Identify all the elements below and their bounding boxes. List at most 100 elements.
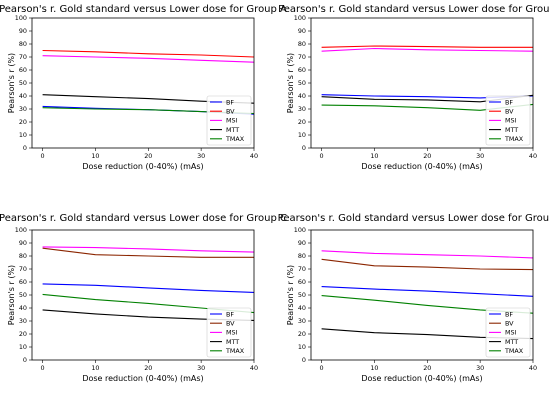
- plot-frame: [31, 17, 255, 149]
- x-tick-label: 30: [197, 364, 205, 372]
- series-line-msi: [321, 47, 534, 52]
- legend-label-bv: BV: [226, 320, 235, 328]
- x-tick-label: 20: [144, 364, 152, 372]
- legend-box: [206, 307, 252, 358]
- series-line-bv: [321, 258, 534, 271]
- chart-panel-b: Pearson's r. Gold standard versus Lower …: [278, 4, 550, 171]
- y-tick-label: 0: [302, 144, 306, 152]
- y-tick-label: 10: [298, 343, 306, 351]
- x-axis-label: Dose reduction (0-40%) (mAs): [361, 162, 482, 171]
- y-tick-label: 40: [298, 304, 306, 312]
- y-tick-label: 50: [19, 291, 27, 299]
- legend-label-tmax: TMAX: [504, 135, 524, 143]
- chart-title: Pearson's r. Gold standard versus Lower …: [0, 213, 287, 224]
- y-tick-label: 90: [19, 27, 27, 35]
- y-axis-label: Pearson's r (%): [7, 53, 16, 113]
- x-axis-label: Dose reduction (0-40%) (mAs): [82, 374, 203, 383]
- x-axis-label: Dose reduction (0-40%) (mAs): [361, 374, 482, 383]
- legend-box: [485, 307, 531, 358]
- chart-panel-c: Pearson's r. Gold standard versus Lower …: [0, 213, 287, 383]
- y-tick-label: 70: [298, 53, 306, 61]
- legend-label-tmax: TMAX: [504, 347, 524, 355]
- y-tick-label: 100: [294, 14, 306, 22]
- x-tick-label: 10: [91, 152, 99, 160]
- y-tick-label: 20: [19, 330, 27, 338]
- y-tick-label: 70: [19, 265, 27, 273]
- legend-label-tmax: TMAX: [225, 347, 245, 355]
- y-tick-label: 100: [294, 226, 306, 234]
- x-tick-label: 30: [476, 364, 484, 372]
- y-tick-label: 50: [298, 79, 306, 87]
- legend-label-tmax: TMAX: [225, 135, 245, 143]
- y-tick-label: 90: [19, 239, 27, 247]
- series-line-bv: [321, 45, 533, 48]
- chart-title: Pearson's r. Gold standard versus Lower …: [0, 4, 287, 15]
- legend-box: [206, 95, 252, 146]
- plot-frame: [310, 17, 534, 149]
- y-tick-label: 20: [19, 118, 27, 126]
- x-tick-label: 30: [197, 152, 205, 160]
- x-tick-label: 40: [250, 364, 258, 372]
- x-axis-label: Dose reduction (0-40%) (mAs): [82, 162, 203, 171]
- legend-label-bf: BF: [505, 98, 513, 106]
- y-tick-label: 10: [19, 131, 27, 139]
- legend-label-bf: BF: [226, 310, 234, 318]
- x-tick-label: 0: [41, 364, 45, 372]
- y-tick-label: 30: [298, 105, 306, 113]
- y-tick-label: 80: [19, 40, 27, 48]
- legend-label-mtt: MTT: [226, 338, 239, 346]
- series-line-bv: [42, 49, 255, 58]
- x-tick-label: 0: [41, 152, 45, 160]
- legend-box: [485, 95, 531, 146]
- x-tick-label: 40: [529, 152, 537, 160]
- y-axis-label: Pearson's r (%): [286, 265, 295, 325]
- x-tick-label: 10: [370, 364, 378, 372]
- y-tick-label: 10: [19, 343, 27, 351]
- y-tick-label: 80: [298, 252, 306, 260]
- legend-label-bf: BF: [226, 98, 234, 106]
- y-tick-label: 30: [19, 105, 27, 113]
- legend-label-bf: BF: [505, 310, 513, 318]
- y-tick-label: 60: [19, 66, 27, 74]
- legend-label-mtt: MTT: [505, 126, 518, 134]
- chart-panel-a: Pearson's r. Gold standard versus Lower …: [0, 4, 287, 171]
- y-tick-label: 0: [23, 356, 27, 364]
- y-tick-label: 30: [298, 317, 306, 325]
- legend-label-mtt: MTT: [505, 338, 518, 346]
- y-tick-label: 80: [19, 252, 27, 260]
- x-tick-label: 40: [250, 152, 258, 160]
- y-tick-label: 100: [15, 14, 27, 22]
- y-tick-label: 60: [298, 66, 306, 74]
- legend-label-msi: MSI: [226, 329, 238, 337]
- y-tick-label: 30: [19, 317, 27, 325]
- y-tick-label: 70: [298, 265, 306, 273]
- series-line-bv: [42, 247, 254, 258]
- y-tick-label: 60: [298, 278, 306, 286]
- series-line-bf: [321, 286, 534, 297]
- legend-label-mtt: MTT: [226, 126, 239, 134]
- chart-title: Pearson's r. Gold standard versus Lower …: [278, 4, 550, 15]
- legend-label-msi: MSI: [226, 117, 238, 125]
- y-tick-label: 90: [298, 27, 306, 35]
- y-tick-label: 40: [19, 92, 27, 100]
- chart-panel-d: Pearson's r. Gold standard versus Lower …: [278, 213, 550, 383]
- y-axis-label: Pearson's r (%): [286, 53, 295, 113]
- x-tick-label: 20: [423, 364, 431, 372]
- y-tick-label: 90: [298, 239, 306, 247]
- series-line-msi: [42, 55, 255, 63]
- series-line-bf: [42, 283, 255, 293]
- y-tick-label: 60: [19, 278, 27, 286]
- y-tick-label: 80: [298, 40, 306, 48]
- legend-label-bv: BV: [226, 108, 235, 116]
- y-tick-label: 100: [15, 226, 27, 234]
- x-tick-label: 10: [370, 152, 378, 160]
- x-tick-label: 0: [320, 364, 324, 372]
- y-tick-label: 50: [19, 79, 27, 87]
- x-tick-label: 40: [529, 364, 537, 372]
